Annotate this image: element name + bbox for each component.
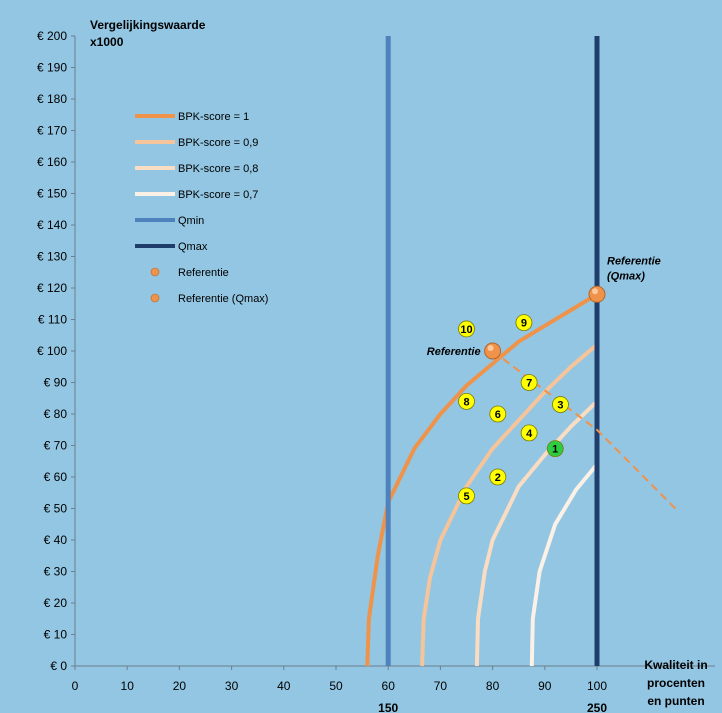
- data-point-4: [520, 424, 538, 442]
- x-extra-label: 250: [587, 701, 607, 713]
- legend-label: BPK-score = 0,7: [178, 189, 258, 201]
- series-line-bpk-score-1: [365, 292, 599, 667]
- data-point-5: [458, 487, 475, 505]
- data-point-label-7: 7: [526, 378, 532, 390]
- x-tick-label: 50: [329, 679, 343, 693]
- reference-point-highlight: [592, 288, 598, 295]
- legend-label: BPK-score = 1: [178, 111, 249, 123]
- y-tick-label: € 40: [44, 533, 68, 547]
- y-tick-label: € 50: [44, 502, 68, 516]
- y-tick-label: € 120: [37, 281, 67, 295]
- x-tick-label: 70: [434, 679, 448, 693]
- data-point-2: [489, 468, 507, 486]
- y-tick-label: € 70: [44, 439, 68, 453]
- x-tick-label: 90: [538, 679, 552, 693]
- y-tick-label: € 90: [44, 376, 68, 390]
- y-tick-label: € 140: [37, 218, 67, 232]
- legend-swatch-marker: [150, 267, 160, 277]
- reference-point-label: Referentie: [427, 346, 481, 358]
- y-tick-label: € 30: [44, 565, 68, 579]
- y-tick-label: € 0: [50, 659, 67, 673]
- axes-layer: € 0 € 10 € 20 € 30 € 40 € 50 € 60 € 70 € 80 € 90 €…: [37, 18, 715, 713]
- x-tick-label: 60: [382, 679, 396, 693]
- data-point-10: [458, 320, 475, 338]
- x-tick-label: 40: [277, 679, 291, 693]
- legend-label: BPK-score = 0,9: [178, 137, 258, 149]
- points-layer: Referentie Referentie (Qmax) 1 2 3 4 5 6 7 8 9 10: [427, 255, 661, 505]
- x-tick-label: 0: [72, 679, 79, 693]
- data-point-label-2: 2: [495, 472, 501, 484]
- data-point-label-8: 8: [463, 396, 469, 408]
- data-point-6: [489, 405, 507, 423]
- x-axis-title: Kwaliteit in procenten en punten: [644, 658, 707, 708]
- data-point-1: [546, 440, 564, 458]
- x-tick-label: 10: [121, 679, 135, 693]
- y-tick-label: € 170: [37, 124, 67, 138]
- y-tick-label: € 200: [37, 29, 67, 43]
- y-tick-label: € 80: [44, 407, 68, 421]
- data-point-label-3: 3: [557, 400, 563, 412]
- y-tick-label: € 160: [37, 155, 67, 169]
- legend-label: Qmax: [178, 241, 208, 253]
- y-tick-label: € 20: [44, 596, 68, 610]
- reference-point-marker: [588, 285, 606, 303]
- y-tick-label: € 110: [38, 313, 67, 327]
- y-tick-label: € 180: [37, 92, 67, 106]
- legend-label: BPK-score = 0,8: [178, 163, 258, 175]
- data-point-3: [552, 396, 569, 413]
- data-point-8: [458, 392, 475, 410]
- y-tick-label: € 100: [37, 344, 67, 358]
- data-point-label-9: 9: [521, 318, 527, 330]
- series-line-bpk-score-0-8: [474, 399, 599, 667]
- data-point-label-5: 5: [463, 491, 469, 503]
- data-point-7: [520, 374, 538, 391]
- reference-point-highlight: [487, 345, 494, 351]
- x-tick-label: 20: [173, 679, 187, 693]
- x-tick-label: 100: [587, 679, 607, 693]
- x-tick-label: 80: [486, 679, 500, 693]
- y-tick-label: € 150: [37, 187, 67, 201]
- series-line-bpk-score-0-9: [420, 343, 599, 667]
- legend-label: Referentie: [178, 267, 229, 279]
- legend-layer: BPK-score = 1 BPK-score = 0,9 BPK-score = …: [135, 111, 268, 305]
- y-axis-title: Vergelijkingswaarde x1000: [90, 18, 206, 49]
- data-point-label-6: 6: [495, 409, 501, 421]
- data-point-label-4: 4: [526, 428, 533, 440]
- reference-point-label: Referentie (Qmax): [607, 255, 661, 282]
- y-tick-label: € 60: [44, 470, 68, 484]
- legend-swatch-marker: [150, 293, 160, 303]
- x-tick-label: 30: [225, 679, 239, 693]
- series-line-bpk-score-0-7: [529, 463, 599, 667]
- legend-label: Referentie (Qmax): [178, 293, 268, 305]
- x-extra-label: 150: [378, 701, 398, 713]
- legend-label: Qmin: [178, 215, 204, 227]
- data-point-label-10: 10: [460, 324, 472, 336]
- y-tick-label: € 130: [37, 250, 67, 264]
- reference-point-marker: [484, 342, 502, 360]
- y-tick-label: € 10: [44, 628, 68, 642]
- data-point-9: [515, 314, 533, 332]
- data-point-label-1: 1: [552, 444, 558, 456]
- series-layer: [365, 36, 677, 667]
- y-tick-label: € 190: [37, 61, 67, 75]
